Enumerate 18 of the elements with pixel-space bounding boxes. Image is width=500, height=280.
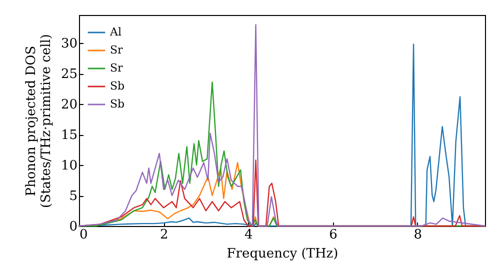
y-tick-label: 30 [60,36,78,52]
x-tick-label: 6 [329,228,338,242]
x-tick-label: 2 [160,228,168,242]
legend-label: Sb [110,80,125,92]
x-axis-title: Frequency (THz) [226,246,338,262]
y-tick-label: 20 [60,98,78,113]
y-tick-label: 25 [60,67,78,82]
legend-label: Sr [110,44,124,56]
y-tick-label: 10 [60,158,78,174]
x-tick-label: 0 [80,228,88,242]
y-axis-title: Phonon projected DOS (States/THz·primitive cell) [24,34,54,208]
y-tick-label: 5 [69,189,78,204]
x-tick-label: 4 [244,228,253,242]
legend-label: Sb [110,98,125,110]
y-tick-label: 15 [60,128,78,144]
legend-label: Sr [110,62,124,74]
legend-label: Al [109,26,122,38]
x-tick-label: 8 [414,228,422,242]
